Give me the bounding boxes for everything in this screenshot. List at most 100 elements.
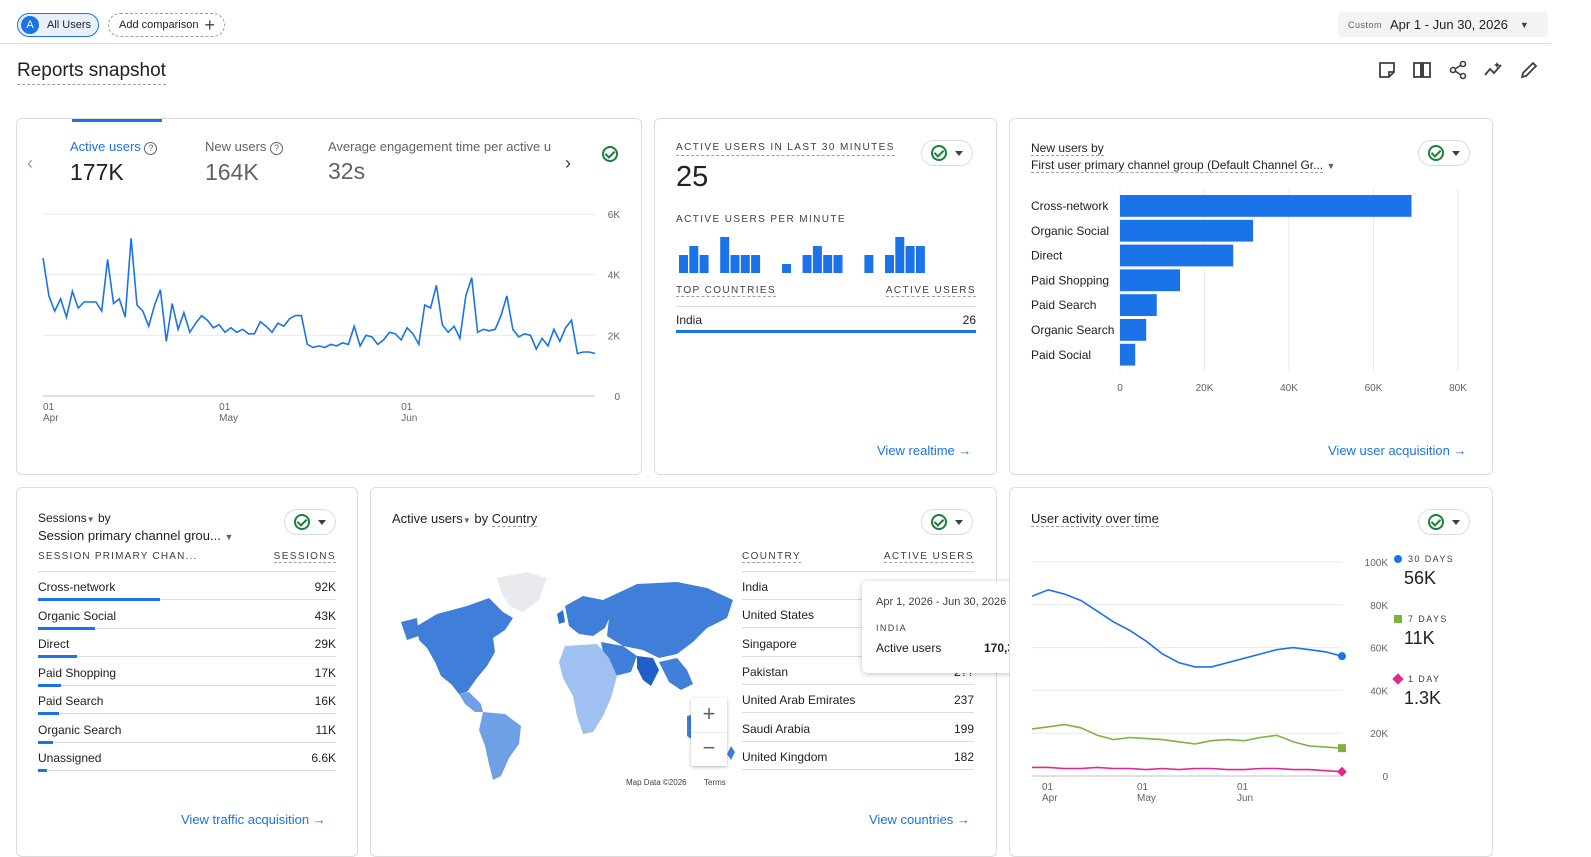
view-countries-link[interactable]: View countries →: [869, 812, 970, 827]
status-dropdown[interactable]: [1418, 140, 1470, 166]
table-row[interactable]: United States: [742, 600, 974, 629]
table-row[interactable]: India: [742, 572, 974, 600]
x-tick-label: 0: [1117, 383, 1123, 394]
table-row[interactable]: United Kingdom 182: [742, 742, 974, 770]
x-tick-label: 40K: [1280, 383, 1298, 394]
realtime-title[interactable]: ACTIVE USERS IN LAST 30 MINUTES: [676, 142, 895, 156]
row-value: 6.6K: [311, 751, 336, 765]
caret-down-icon: ▼: [462, 516, 471, 525]
table-row[interactable]: Paid Search 16K: [38, 686, 336, 715]
metric-label: New users: [205, 139, 267, 154]
map-new-zealand[interactable]: [727, 746, 735, 760]
metric-tab-active-users[interactable]: Active users ? 177K: [70, 139, 158, 186]
country-name: United States: [742, 608, 815, 623]
card-title[interactable]: New users by First user primary channel …: [1031, 141, 1335, 173]
map-north-america[interactable]: [417, 598, 513, 694]
map-central-america[interactable]: [459, 692, 483, 712]
table-row[interactable]: Direct 29K: [38, 629, 336, 658]
metric-tab-engagement-time[interactable]: Average engagement time per active u 32s: [328, 139, 558, 185]
add-comparison-button[interactable]: Add comparison +: [108, 13, 225, 37]
per-minute-label: ACTIVE USERS PER MINUTE: [676, 214, 846, 225]
card-title[interactable]: Active users▼ by Country: [392, 511, 538, 527]
metric-tab-new-users[interactable]: New users ? 164K: [205, 139, 284, 186]
all-users-chip[interactable]: A All Users: [17, 13, 99, 37]
title-dimension: Country: [491, 511, 538, 527]
title-metric: Active users: [392, 511, 463, 526]
th-active-users[interactable]: ACTIVE USERS: [885, 285, 976, 297]
map-europe[interactable]: [565, 596, 611, 636]
status-dropdown[interactable]: [1418, 509, 1470, 535]
date-range-picker[interactable]: Custom Apr 1 - Jun 30, 2026 ▼: [1338, 12, 1548, 37]
th-sessions[interactable]: SESSIONS: [273, 551, 336, 563]
legend-value: 1.3K: [1404, 688, 1442, 708]
value-bar: [38, 740, 53, 744]
legend-value: 56K: [1404, 568, 1437, 588]
top-bar: A All Users Add comparison + Custom Apr …: [0, 0, 1551, 44]
value-bar: [38, 712, 59, 715]
active-tab-indicator: [72, 119, 162, 122]
map-india[interactable]: [637, 656, 659, 686]
caret-down-icon: ▼: [86, 515, 95, 524]
map-southeast-asia[interactable]: [659, 658, 693, 690]
y-tick-label: 6K: [608, 210, 621, 221]
table-row[interactable]: United Arab Emirates 237: [742, 685, 974, 714]
table-row[interactable]: Saudi Arabia 199: [742, 714, 974, 742]
annotation-icon[interactable]: [1377, 60, 1397, 80]
arrow-right-icon: →: [958, 443, 972, 458]
table-row[interactable]: Organic Social 43K: [38, 601, 336, 630]
per-minute-bar: [895, 237, 905, 273]
table-row[interactable]: Organic Search 11K: [38, 715, 336, 744]
view-realtime-link[interactable]: View realtime →: [877, 443, 971, 458]
zoom-control: + −: [691, 698, 727, 766]
caret-down-icon: [1452, 519, 1460, 525]
table-row[interactable]: Paid Shopping 17K: [38, 658, 336, 687]
compare-icon[interactable]: [1412, 60, 1432, 80]
map-russia-asia[interactable]: [603, 582, 733, 658]
card-title[interactable]: User activity over time: [1031, 511, 1159, 527]
card-title[interactable]: Sessions▼ by Session primary channel gro…: [38, 511, 233, 543]
table-row[interactable]: Unassigned 6.6K: [38, 743, 336, 772]
map-greenland: [497, 572, 547, 612]
th-country[interactable]: COUNTRY: [742, 551, 802, 563]
y-tick-label: 2K: [608, 331, 621, 342]
row-label: Cross-network: [38, 580, 116, 594]
status-check[interactable]: [597, 141, 623, 167]
status-dropdown[interactable]: [284, 509, 336, 535]
row-value: 16K: [314, 694, 336, 708]
status-dropdown[interactable]: [921, 509, 973, 535]
date-range: Apr 1 - Jun 30, 2026: [1390, 17, 1508, 32]
th-countries[interactable]: TOP COUNTRIES: [676, 285, 777, 297]
table-row[interactable]: Cross-network 92K: [38, 572, 336, 601]
map-alaska[interactable]: [401, 618, 419, 640]
status-dropdown[interactable]: [921, 140, 973, 166]
caret-down-icon: [318, 519, 326, 525]
table-row[interactable]: Singapore: [742, 629, 974, 657]
value-bar: [38, 683, 62, 687]
series-end-marker: [1337, 766, 1347, 777]
country-name: India: [676, 313, 703, 327]
th-active-users[interactable]: ACTIVE USERS: [883, 551, 974, 563]
map-south-america[interactable]: [479, 712, 521, 780]
x-tick-month: May: [1137, 793, 1156, 804]
map-terms-link[interactable]: Terms: [704, 778, 726, 787]
y-tick-label: 4K: [608, 271, 621, 282]
chevron-left-icon[interactable]: ‹: [27, 153, 33, 173]
zoom-in-button[interactable]: +: [702, 701, 716, 726]
table-row[interactable]: India 26: [676, 307, 976, 333]
page-title[interactable]: Reports snapshot: [17, 60, 166, 85]
view-user-acquisition-link[interactable]: View user acquisition →: [1328, 443, 1467, 458]
x-tick-day: 01: [43, 402, 55, 413]
view-traffic-acquisition-link[interactable]: View traffic acquisition →: [181, 812, 326, 827]
check-circle-icon: [294, 514, 310, 530]
edit-icon[interactable]: [1519, 60, 1539, 80]
realtime-card: ACTIVE USERS IN LAST 30 MINUTES 25 ACTIV…: [654, 118, 997, 475]
per-minute-bar: [730, 255, 740, 273]
map-africa[interactable]: [559, 644, 617, 734]
insights-icon[interactable]: [1483, 60, 1503, 80]
zoom-out-button[interactable]: −: [691, 732, 727, 766]
chevron-right-icon[interactable]: ›: [565, 153, 571, 173]
series-end-marker: [1338, 652, 1346, 661]
share-icon[interactable]: [1448, 60, 1468, 80]
map-uk[interactable]: [557, 610, 565, 624]
active-users-line: [42, 238, 596, 355]
